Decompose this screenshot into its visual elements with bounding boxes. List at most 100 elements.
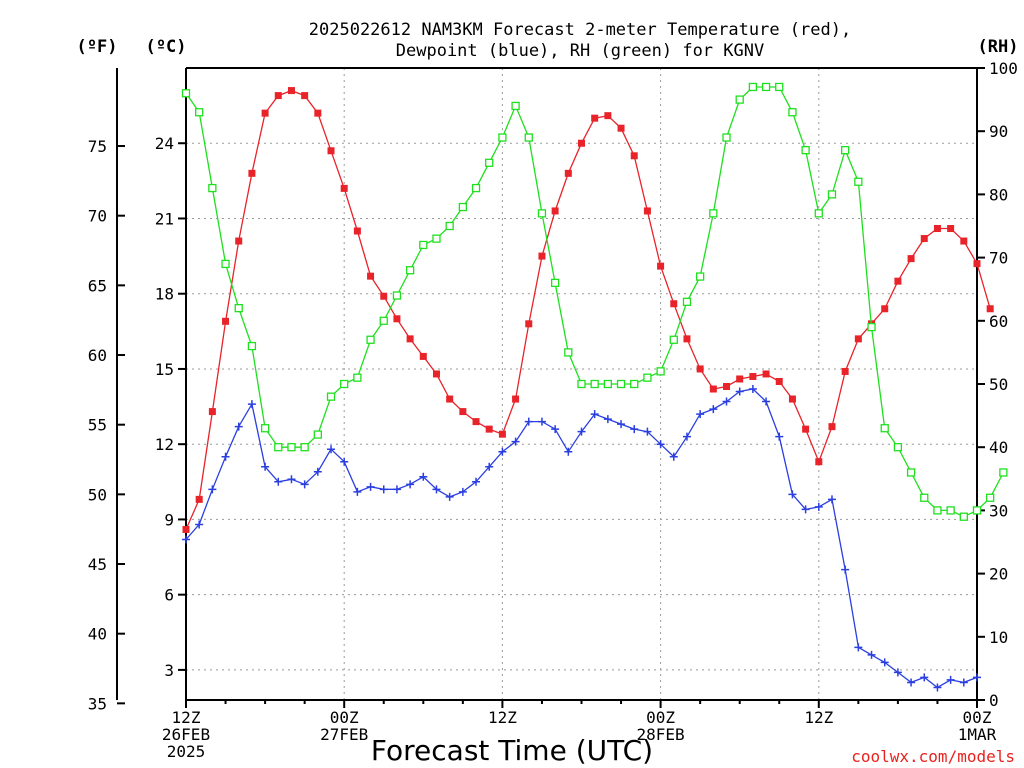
temperature-point bbox=[709, 385, 717, 393]
rh-tick-label: 20 bbox=[989, 565, 1008, 584]
celsius-tick-label: 15 bbox=[155, 360, 174, 379]
temperature-point bbox=[788, 395, 796, 403]
dewpoint-point bbox=[564, 447, 573, 456]
rh-tick-label: 90 bbox=[989, 122, 1008, 141]
dewpoint-point bbox=[406, 480, 415, 489]
dewpoint-point bbox=[775, 432, 784, 441]
temperature-point bbox=[894, 277, 902, 285]
dewpoint-point bbox=[643, 427, 652, 436]
rh-point bbox=[353, 373, 362, 382]
dewpoint-point bbox=[221, 452, 230, 461]
dewpoint-point bbox=[182, 535, 190, 544]
dewpoint-point bbox=[458, 487, 467, 496]
dewpoint-point bbox=[827, 495, 836, 504]
temperature-point bbox=[538, 252, 546, 260]
x-tick-label: 00Z bbox=[963, 708, 992, 727]
dewpoint-point bbox=[748, 385, 757, 394]
rh-point bbox=[603, 379, 613, 389]
rh-point bbox=[788, 108, 797, 117]
rh-point bbox=[643, 373, 652, 382]
rh-point bbox=[366, 335, 375, 344]
chart-title-line1: 2025022612 NAM3KM Forecast 2-meter Tempe… bbox=[309, 20, 851, 40]
dewpoint-point bbox=[195, 520, 204, 529]
dewpoint-point bbox=[854, 643, 863, 652]
x-axis-label: Forecast Time (UTC) bbox=[371, 734, 653, 767]
dewpoint-point bbox=[340, 457, 349, 466]
temperature-point bbox=[775, 377, 783, 385]
rh-point bbox=[959, 512, 968, 521]
celsius-tick-label: 24 bbox=[155, 134, 174, 153]
fahrenheit-tick-label: 55 bbox=[88, 416, 107, 435]
temperature-point bbox=[907, 255, 915, 263]
dewpoint-point bbox=[946, 675, 955, 684]
dewpoint-point bbox=[656, 440, 665, 449]
dewpoint-point bbox=[669, 452, 678, 461]
rh-tick-label: 50 bbox=[989, 375, 1008, 394]
rh-point bbox=[761, 82, 771, 92]
temperature-point bbox=[604, 112, 612, 120]
temperature-point bbox=[235, 237, 243, 245]
temperature-point bbox=[340, 184, 348, 192]
dewpoint-point bbox=[261, 462, 270, 471]
temperature-series-line bbox=[185, 89, 991, 530]
rh-point bbox=[274, 443, 283, 452]
temperature-point bbox=[459, 408, 467, 416]
dewpoint-point bbox=[907, 678, 916, 687]
dewpoint-point bbox=[511, 437, 520, 446]
rh-point bbox=[775, 82, 784, 92]
temperature-point bbox=[327, 147, 335, 155]
celsius-tick-label: 18 bbox=[155, 285, 174, 304]
fahrenheit-tick-label: 60 bbox=[88, 346, 107, 365]
series-layer bbox=[181, 82, 1008, 692]
dewpoint-point bbox=[498, 447, 507, 456]
temperature-point bbox=[815, 458, 823, 466]
rh-point bbox=[181, 89, 191, 98]
dewpoint-point bbox=[419, 472, 428, 481]
rh-tick-label: 60 bbox=[989, 312, 1008, 331]
dewpoint-point bbox=[603, 415, 612, 424]
temperature-point bbox=[591, 114, 599, 122]
temperature-point bbox=[947, 225, 955, 233]
rh-point bbox=[485, 158, 494, 167]
x-tick-label: 12Z bbox=[804, 708, 833, 727]
rh-point bbox=[735, 95, 744, 104]
rh-point bbox=[392, 291, 402, 300]
rh-point bbox=[313, 430, 322, 439]
temperature-point bbox=[696, 365, 704, 373]
temperature-point bbox=[854, 335, 862, 343]
temperature-point bbox=[960, 237, 968, 245]
rh-point bbox=[656, 367, 665, 376]
fahrenheit-tick-label: 70 bbox=[88, 207, 107, 226]
rh-point bbox=[564, 348, 573, 357]
dewpoint-point bbox=[313, 467, 322, 476]
temperature-point bbox=[841, 367, 849, 375]
temperature-point bbox=[630, 152, 638, 160]
rh-tick-label: 40 bbox=[989, 438, 1008, 457]
dewpoint-point bbox=[788, 490, 797, 499]
x-tick-label: 26FEB bbox=[162, 725, 210, 744]
temperature-point bbox=[762, 370, 770, 378]
rh-point bbox=[920, 493, 929, 502]
rh-point bbox=[471, 183, 481, 193]
x-tick-label: 12Z bbox=[488, 708, 517, 727]
dewpoint-point bbox=[327, 445, 336, 454]
temperature-point bbox=[498, 430, 506, 438]
rh-point bbox=[946, 506, 955, 515]
rh-point bbox=[405, 266, 415, 275]
temperature-point bbox=[208, 408, 216, 416]
temperature-point bbox=[551, 207, 559, 215]
dewpoint-point bbox=[432, 485, 441, 494]
temperature-point bbox=[643, 207, 651, 215]
dewpoint-point bbox=[537, 417, 546, 426]
fahrenheit-tick-label: 40 bbox=[88, 625, 107, 644]
axes: 3 6 9 12 15 18 21 24 35 40 45 50 55 60 65 70 75 0 10 20 30 40… bbox=[88, 59, 1018, 761]
dewpoint-point bbox=[300, 480, 309, 489]
fahrenheit-tick-label: 35 bbox=[88, 694, 107, 713]
temperature-point bbox=[314, 109, 322, 117]
rh-tick-label: 10 bbox=[989, 628, 1008, 647]
rh-point bbox=[300, 443, 309, 452]
dewpoint-point bbox=[893, 668, 902, 677]
temperature-point bbox=[578, 139, 585, 147]
rh-point bbox=[827, 190, 837, 199]
rh-point bbox=[748, 82, 758, 92]
